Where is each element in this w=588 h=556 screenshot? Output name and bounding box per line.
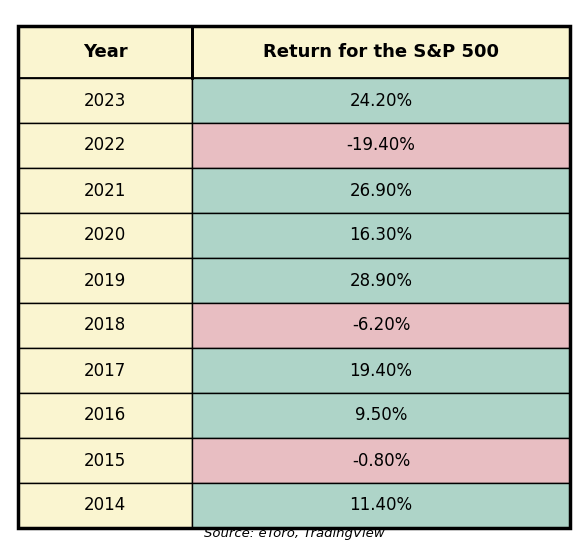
Bar xyxy=(18,213,192,258)
Bar xyxy=(18,303,192,348)
Bar xyxy=(192,483,570,528)
Text: -6.20%: -6.20% xyxy=(352,316,410,335)
Text: Year: Year xyxy=(83,43,127,61)
Text: 2021: 2021 xyxy=(83,181,126,200)
Text: 26.90%: 26.90% xyxy=(349,181,412,200)
Text: 16.30%: 16.30% xyxy=(349,226,413,245)
Text: 2018: 2018 xyxy=(84,316,126,335)
Bar xyxy=(192,393,570,438)
Text: 2014: 2014 xyxy=(84,497,126,514)
Text: 2017: 2017 xyxy=(84,361,126,380)
Text: Return for the S&P 500: Return for the S&P 500 xyxy=(263,43,499,61)
Bar xyxy=(18,26,192,78)
Text: Source: eToro, TradingView: Source: eToro, TradingView xyxy=(203,528,385,540)
Bar xyxy=(18,123,192,168)
Text: 2020: 2020 xyxy=(84,226,126,245)
Text: 2022: 2022 xyxy=(83,137,126,155)
Bar xyxy=(18,393,192,438)
Text: 2015: 2015 xyxy=(84,451,126,469)
Bar xyxy=(18,78,192,123)
Text: 11.40%: 11.40% xyxy=(349,497,413,514)
Bar xyxy=(192,258,570,303)
Bar xyxy=(18,258,192,303)
Bar xyxy=(192,438,570,483)
Text: 28.90%: 28.90% xyxy=(349,271,412,290)
Bar xyxy=(192,213,570,258)
Text: 9.50%: 9.50% xyxy=(355,406,407,424)
Text: -19.40%: -19.40% xyxy=(346,137,415,155)
Text: 2019: 2019 xyxy=(84,271,126,290)
Text: 2023: 2023 xyxy=(83,92,126,110)
Text: 24.20%: 24.20% xyxy=(349,92,413,110)
Bar xyxy=(192,303,570,348)
Bar xyxy=(18,348,192,393)
Bar xyxy=(18,168,192,213)
Text: -0.80%: -0.80% xyxy=(352,451,410,469)
Bar xyxy=(192,348,570,393)
Text: 19.40%: 19.40% xyxy=(349,361,412,380)
Text: 2016: 2016 xyxy=(84,406,126,424)
Bar xyxy=(18,438,192,483)
Bar xyxy=(192,168,570,213)
Bar xyxy=(192,123,570,168)
Bar xyxy=(192,78,570,123)
Bar xyxy=(192,26,570,78)
Bar xyxy=(18,483,192,528)
